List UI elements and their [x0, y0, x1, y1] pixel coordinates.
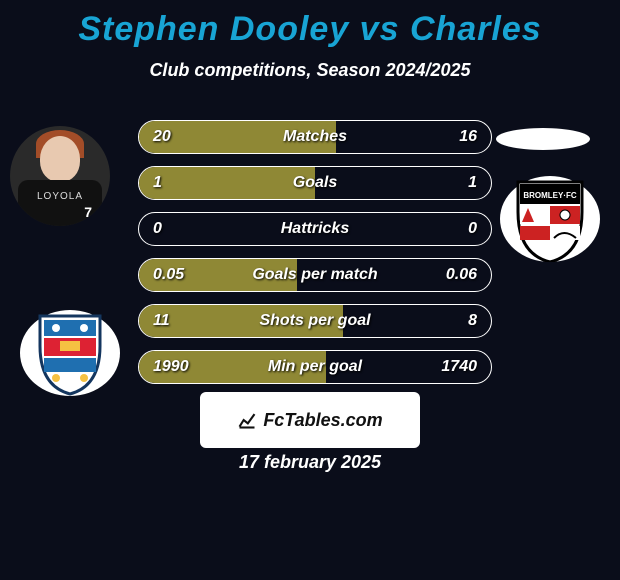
avatar-jersey-text: LOYOLA [10, 191, 110, 202]
stat-bar-matches: 20 Matches 16 [138, 120, 492, 154]
stat-bar-fill [139, 167, 315, 199]
stat-right-value: 16 [459, 128, 477, 146]
stat-left-value: 0.05 [153, 266, 184, 284]
stat-label: Matches [283, 128, 347, 146]
stat-bar-shots-per-goal: 11 Shots per goal 8 [138, 304, 492, 338]
stat-bar-min-per-goal: 1990 Min per goal 1740 [138, 350, 492, 384]
stat-left-value: 1 [153, 174, 162, 192]
stat-label: Min per goal [268, 358, 362, 376]
source-badge: FcTables.com [200, 392, 420, 448]
stat-bar-goals: 1 Goals 1 [138, 166, 492, 200]
stat-left-value: 1990 [153, 358, 189, 376]
player2-club-crest: BROMLEY·FC [500, 176, 600, 262]
stat-left-value: 11 [153, 312, 170, 330]
stat-label: Goals [293, 174, 337, 192]
svg-text:BROMLEY·FC: BROMLEY·FC [523, 191, 577, 200]
stat-bar-goals-per-match: 0.05 Goals per match 0.06 [138, 258, 492, 292]
comparison-subtitle: Club competitions, Season 2024/2025 [0, 60, 620, 81]
stat-label: Goals per match [252, 266, 377, 284]
stat-right-value: 1 [468, 174, 477, 192]
chart-icon [237, 410, 257, 430]
stat-left-value: 0 [153, 220, 162, 238]
player2-avatar-placeholder [496, 128, 590, 150]
stat-bar-hattricks: 0 Hattricks 0 [138, 212, 492, 246]
stat-right-value: 0 [468, 220, 477, 238]
stat-right-value: 8 [468, 312, 477, 330]
stat-label: Shots per goal [259, 312, 370, 330]
stat-bars-container: 20 Matches 16 1 Goals 1 0 Hattricks 0 0.05 Goals p… [138, 120, 492, 396]
stat-left-value: 20 [153, 128, 171, 146]
source-brand: FcTables.com [263, 410, 382, 431]
date-label: 17 february 2025 [0, 452, 620, 473]
stat-right-value: 1740 [441, 358, 477, 376]
player1-avatar: LOYOLA 7 [10, 126, 110, 226]
avatar-head [40, 136, 80, 182]
comparison-title: Stephen Dooley vs Charles [0, 10, 620, 49]
player1-club-crest [20, 310, 120, 396]
avatar-jersey-number: 7 [84, 204, 92, 220]
stat-right-value: 0.06 [446, 266, 477, 284]
stat-label: Hattricks [281, 220, 349, 238]
